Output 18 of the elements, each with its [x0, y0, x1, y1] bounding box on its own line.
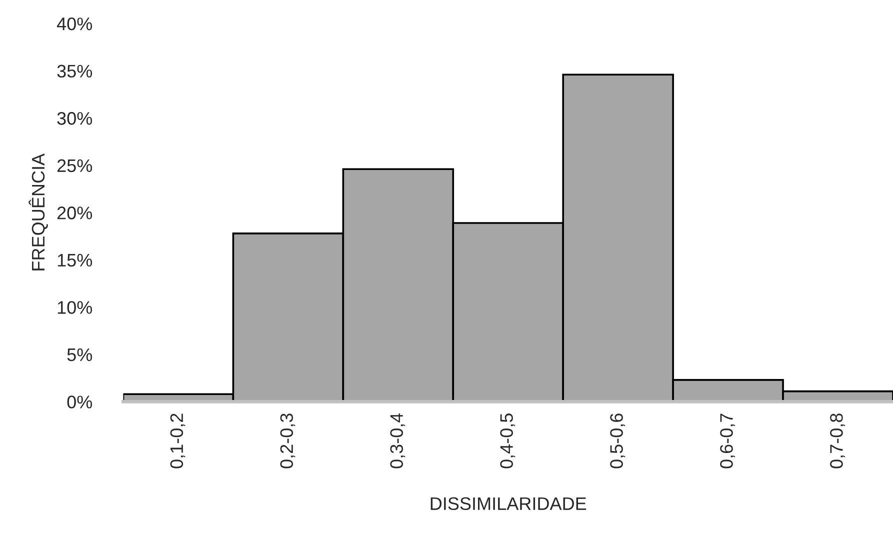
x-tick-label: 0,7-0,8 [830, 414, 845, 468]
y-tick-label: 35% [57, 64, 92, 78]
y-axis-title: FREQUÊNCIA [28, 153, 48, 270]
x-tick-label: 0,3-0,4 [390, 413, 406, 468]
x-tick-label: 0,1-0,2 [170, 414, 186, 468]
y-tick-label: 25% [57, 159, 92, 172]
x-axis-title: DISSIMILARIDADE [430, 497, 586, 510]
y-tick-label: 20% [57, 206, 92, 220]
y-tick-label: 5% [67, 348, 92, 362]
y-tick-label: 0% [67, 396, 92, 408]
x-tick-label: 0,5-0,6 [610, 414, 626, 468]
x-tick-label: 0,6-0,7 [720, 414, 736, 468]
y-tick-label: 30% [57, 112, 92, 125]
x-tick-label: 0,2-0,3 [280, 414, 296, 468]
y-tick-label: 10% [58, 301, 92, 314]
x-tick-label: 0,4-0,5 [500, 414, 516, 468]
y-tick-label: 15% [58, 254, 92, 267]
y-tick-label: 40% [56, 18, 92, 30]
